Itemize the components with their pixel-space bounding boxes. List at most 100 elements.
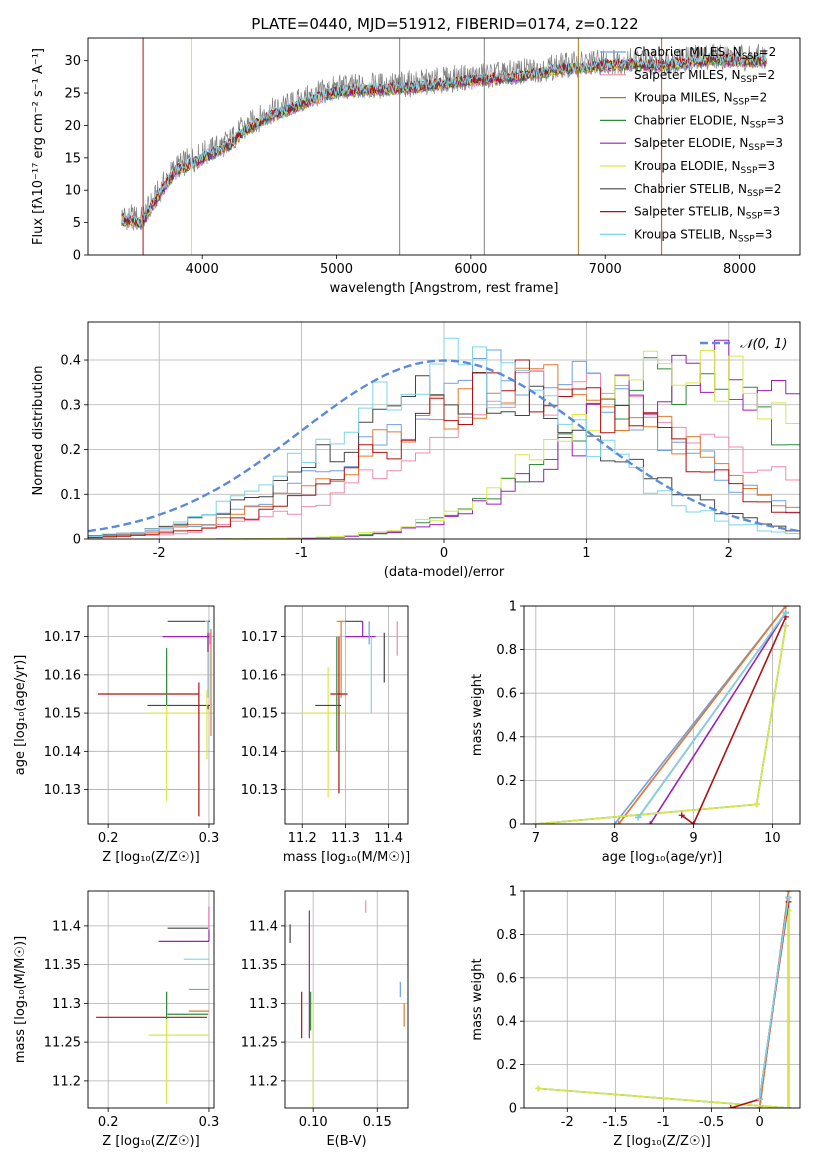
y-tick-label: 0 bbox=[73, 533, 81, 548]
errorbar-point-5 bbox=[98, 682, 200, 817]
legend-entry: Kroupa MILES, NSSP=2 bbox=[634, 91, 767, 108]
histogram-step-8 bbox=[88, 337, 800, 537]
gaussian-legend-label: 𝒩(0, 1) bbox=[740, 337, 787, 352]
mass-weight-line-2 bbox=[617, 606, 787, 824]
y-tick-label: 0.6 bbox=[496, 971, 517, 986]
errorbar-point-2 bbox=[162, 632, 210, 652]
y-tick-label: 10 bbox=[64, 184, 81, 199]
y-tick-label: 0.2 bbox=[496, 774, 517, 789]
x-tick-label: -2 bbox=[561, 1115, 574, 1130]
y-tick-label: 0.8 bbox=[496, 643, 517, 658]
x-tick-label: 4000 bbox=[186, 262, 219, 277]
x-tick-label: 0 bbox=[755, 1115, 763, 1130]
errorbar-point-2 bbox=[345, 621, 376, 638]
plot-area-mass_vs_Z bbox=[96, 906, 210, 1105]
legend-label: Chabrier MILES, N bbox=[634, 45, 742, 59]
legend-label: Salpeter ELODIE, N bbox=[634, 136, 748, 150]
plot-area-residual_histogram bbox=[88, 337, 800, 539]
y-tick-label: 10.17 bbox=[241, 630, 278, 645]
legend-subscript: SSP bbox=[742, 52, 759, 62]
y-tick-label: 11.35 bbox=[241, 958, 278, 973]
gaussian-reference-line bbox=[88, 359, 800, 533]
legend-subscript: SSP bbox=[741, 166, 758, 176]
errorbar-point-3 bbox=[147, 704, 210, 710]
axes-frame bbox=[284, 605, 409, 825]
axes-frame bbox=[87, 605, 215, 825]
mass-weight-marker bbox=[756, 1096, 763, 1103]
axes-frame bbox=[523, 605, 801, 825]
x-tick-label: 0.3 bbox=[199, 831, 220, 846]
mass-weight-marker bbox=[782, 609, 789, 616]
plot-area-mass_vs_ebv bbox=[289, 900, 405, 1108]
x-tick-label: 10 bbox=[764, 831, 781, 846]
y-tick-label: 10.16 bbox=[241, 668, 278, 683]
legend-entry: Salpeter MILES, NSSP=2 bbox=[634, 68, 775, 85]
errorbar-point-7 bbox=[302, 667, 346, 798]
x-tick-label: 5000 bbox=[320, 262, 353, 277]
legend-label: Salpeter STELIB, N bbox=[634, 205, 746, 219]
y-tick-label: 1 bbox=[509, 600, 517, 615]
y-tick-label: 0.4 bbox=[496, 1015, 517, 1030]
legend-entry: Chabrier STELIB, NSSP=2 bbox=[634, 182, 782, 199]
y-tick-label: 11.35 bbox=[44, 958, 81, 973]
x-tick-label: 7000 bbox=[589, 262, 622, 277]
mass-weight-marker bbox=[785, 894, 792, 901]
mass-weight-marker bbox=[678, 812, 685, 819]
y-tick-label: 11.2 bbox=[249, 1074, 278, 1089]
x-tick-label: 0.2 bbox=[98, 831, 119, 846]
y-tick-label: 11.25 bbox=[241, 1036, 278, 1051]
mass-weight-line-8 bbox=[637, 612, 787, 818]
y-tick-label: 10.13 bbox=[241, 783, 278, 798]
panels-layer: 4000 5000 6000 7000 8000051015202530waveleng… bbox=[13, 37, 801, 1149]
x-axis-label: (data-model)/error bbox=[384, 565, 505, 580]
axes-mass_weight_vs_age: 7 8 9 10 0 0.2 0.4 0.6 0.8 1 age [log₁₀(age/yr)] ma… bbox=[470, 600, 801, 865]
x-axis-label: Z [log₁₀(Z/Z☉)] bbox=[102, 850, 199, 865]
y-tick-label: 10.13 bbox=[44, 783, 81, 798]
x-tick-label: 6000 bbox=[454, 262, 487, 277]
y-axis-label: mass [log₁₀(M/M☉)] bbox=[13, 936, 28, 1063]
y-tick-label: 10.16 bbox=[44, 668, 81, 683]
y-tick-label: 0 bbox=[509, 1102, 517, 1117]
y-tick-label: 0.2 bbox=[60, 443, 81, 458]
x-tick-label: -2 bbox=[153, 546, 166, 561]
figure-title: PLATE=0440, MJD=51912, FIBERID=0174, z=0… bbox=[251, 15, 638, 33]
axes-frame bbox=[87, 37, 801, 256]
mass-weight-marker bbox=[690, 821, 697, 824]
plot-area-spectrum bbox=[121, 38, 767, 255]
x-tick-label: 1 bbox=[582, 546, 590, 561]
y-tick-label: 11.2 bbox=[52, 1074, 81, 1089]
y-tick-label: 11.4 bbox=[249, 919, 278, 934]
y-axis-label: mass weight bbox=[470, 674, 485, 756]
y-axis-label: Flux [fλ10⁻¹⁷ erg cm⁻² s⁻¹ A⁻¹] bbox=[31, 48, 46, 245]
axes-residual_histogram: -2 -1 0 1 2 0 0.1 0.2 0.3 0.4 (data-model)/error No… bbox=[31, 321, 801, 580]
y-tick-label: 30 bbox=[64, 54, 81, 69]
mass-weight-marker bbox=[727, 1105, 734, 1108]
model-spectrum-line bbox=[121, 53, 767, 225]
y-tick-label: 10.17 bbox=[44, 630, 81, 645]
legend-tail: =3 bbox=[755, 227, 773, 241]
x-tick-label: 11.3 bbox=[331, 831, 360, 846]
mass-weight-line-5 bbox=[538, 910, 790, 1108]
legend-subscript: SSP bbox=[746, 212, 763, 222]
x-tick-label: 11.2 bbox=[288, 831, 317, 846]
y-tick-label: 5 bbox=[73, 216, 81, 231]
x-tick-label: -0.5 bbox=[699, 1115, 724, 1130]
x-axis-label: E(B-V) bbox=[326, 1134, 366, 1149]
y-tick-label: 0.4 bbox=[60, 354, 81, 369]
plot-area-mass_weight_vs_age bbox=[532, 606, 789, 824]
mass-weight-marker bbox=[611, 821, 618, 824]
legend-tail: =3 bbox=[766, 113, 784, 127]
mass-weight-marker bbox=[782, 622, 789, 629]
mass-weight-marker bbox=[785, 891, 792, 894]
y-tick-label: 11.3 bbox=[52, 997, 81, 1012]
y-tick-label: 0.3 bbox=[60, 398, 81, 413]
y-tick-label: 10.14 bbox=[241, 745, 278, 760]
plot-area-mass_weight_vs_Z bbox=[535, 891, 792, 1108]
legend-tail: =2 bbox=[764, 182, 782, 196]
x-tick-label: 8000 bbox=[723, 262, 756, 277]
axes-mass_vs_ebv: 0.10 0.15 11.2 11.25 11.3 11.35 11.4 E(B-V) bbox=[241, 890, 409, 1149]
legend-label: Kroupa STELIB, N bbox=[634, 227, 738, 241]
legend-label: Chabrier STELIB, N bbox=[634, 182, 747, 196]
y-tick-label: 0.1 bbox=[60, 488, 81, 503]
